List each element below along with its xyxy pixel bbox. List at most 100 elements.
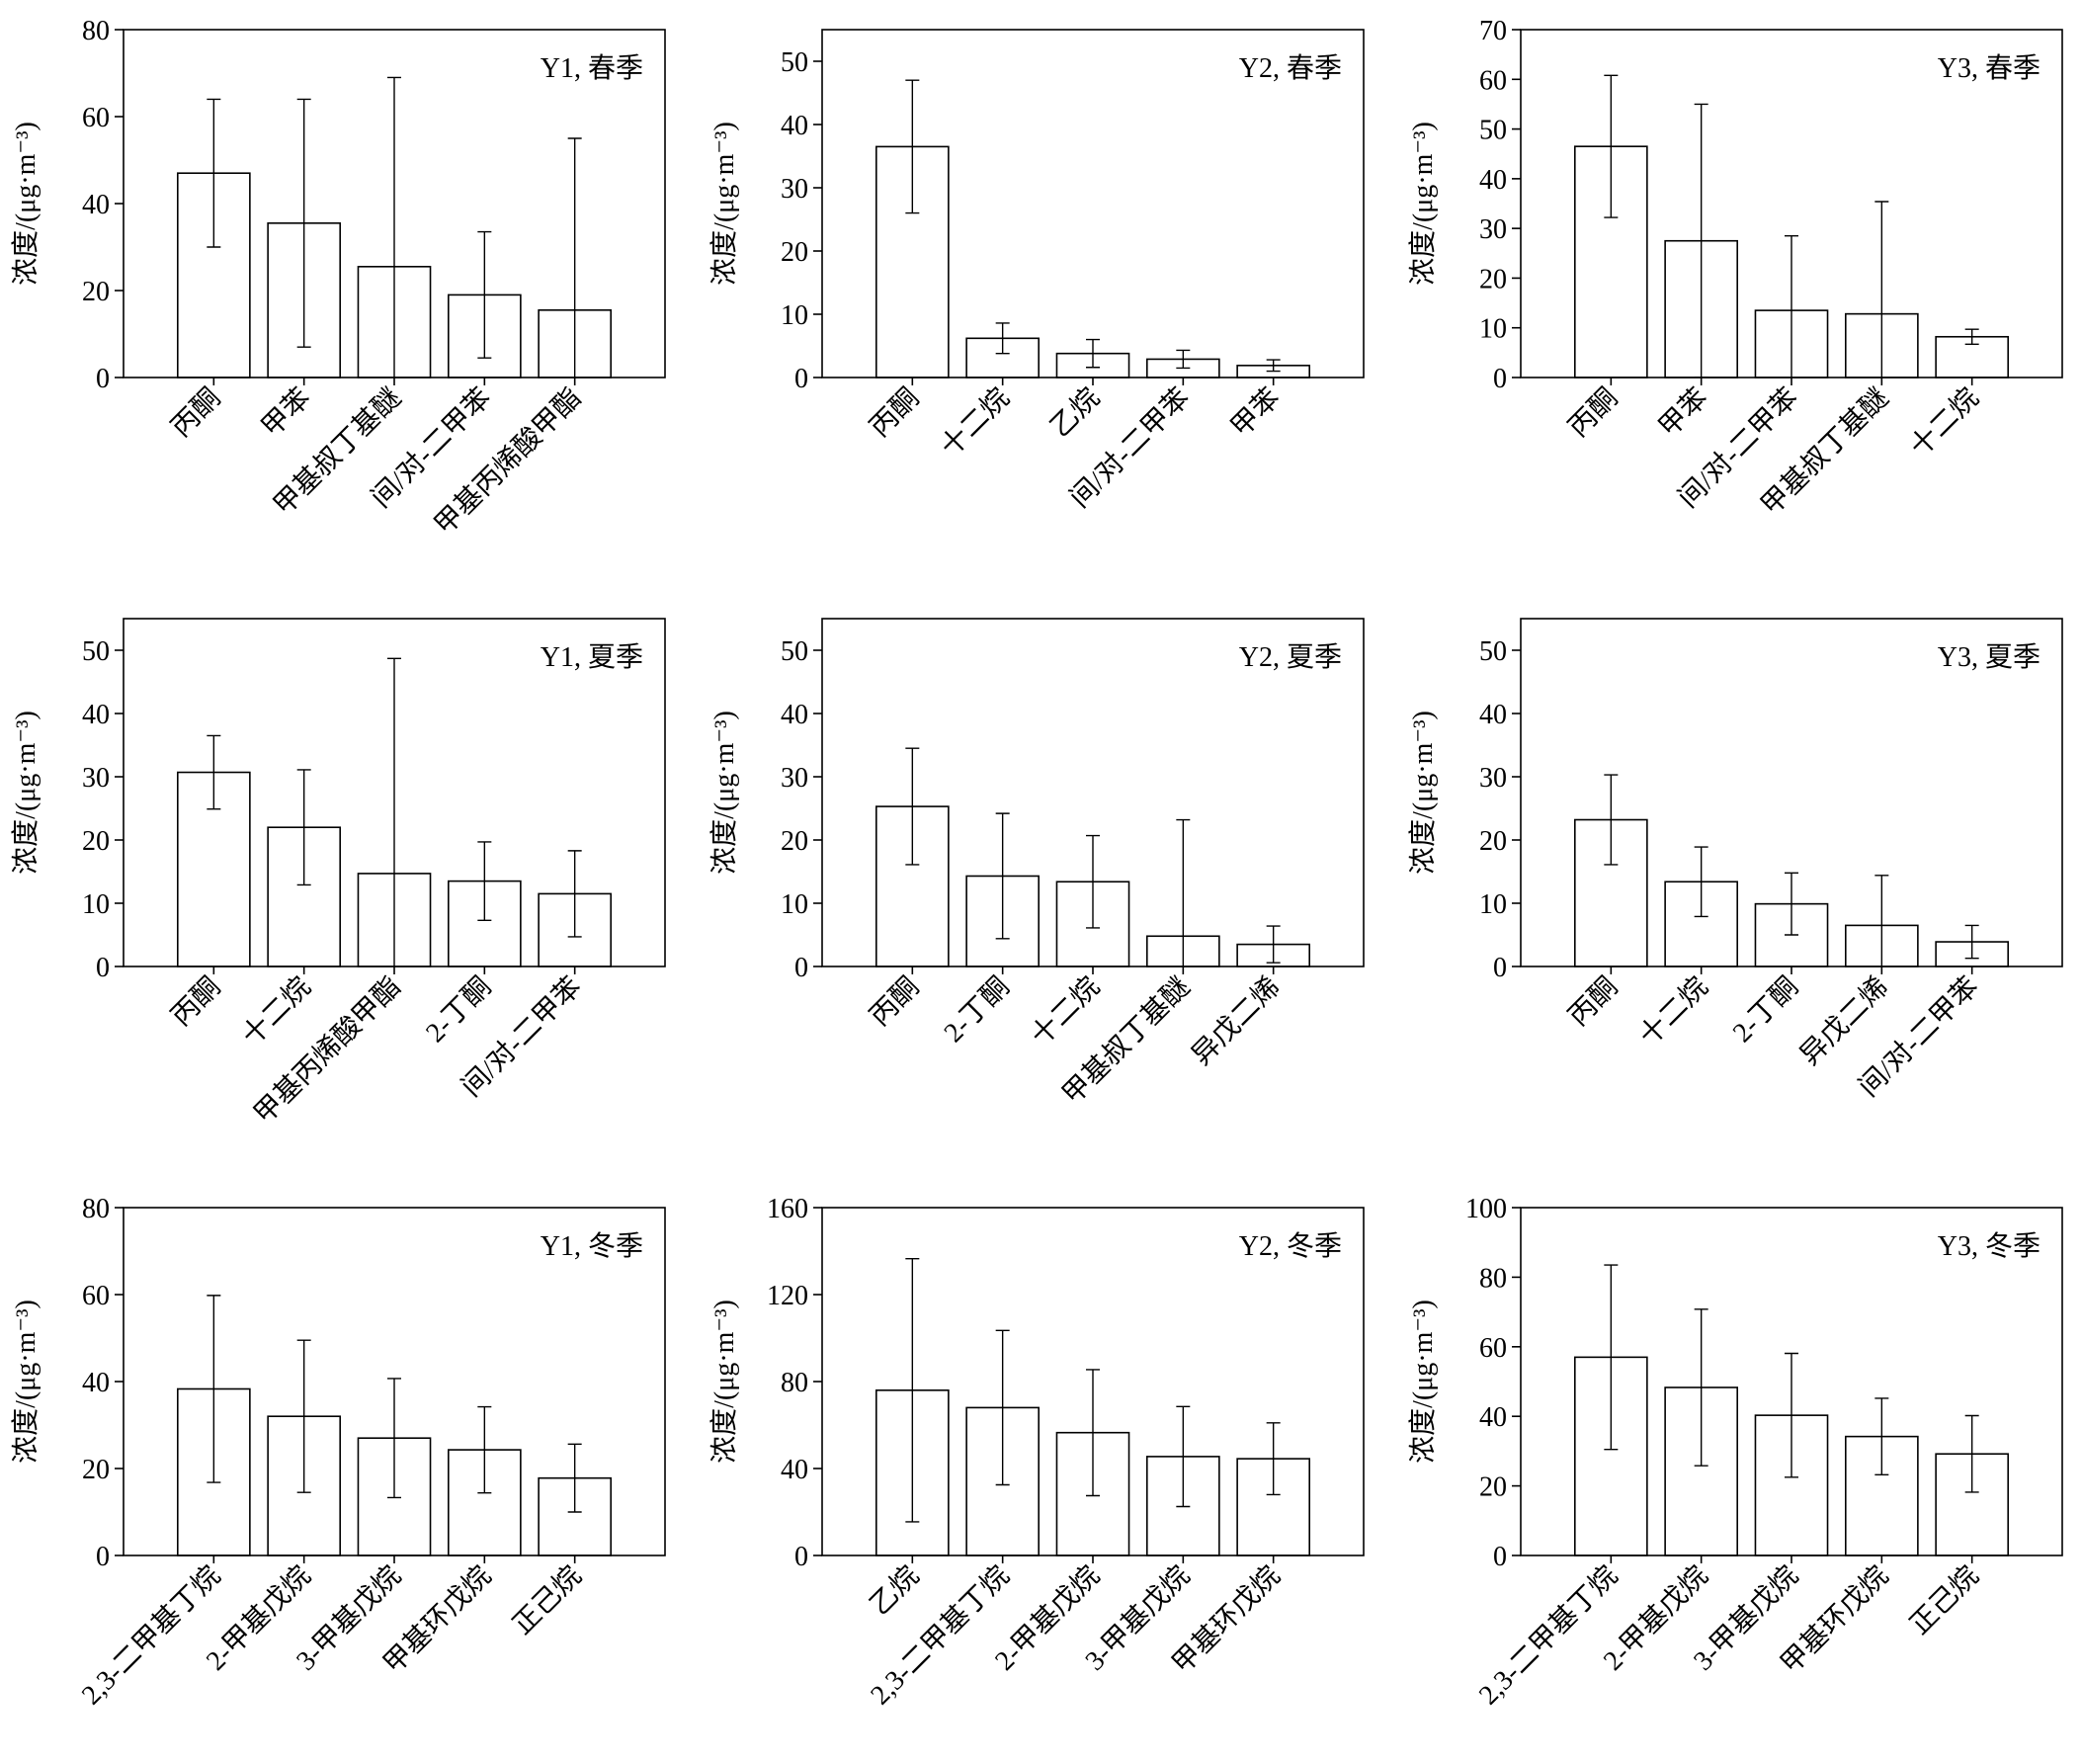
error-bar bbox=[1604, 1264, 1619, 1451]
error-bar bbox=[387, 76, 401, 378]
y-tick-label: 20 bbox=[1479, 1472, 1507, 1503]
y-tick-label: 40 bbox=[82, 190, 110, 220]
y-tick-label: 40 bbox=[1479, 700, 1507, 730]
annotation: Y3, 夏季 bbox=[1938, 641, 2040, 673]
y-axis-label: 浓度/(μg·m⁻³) bbox=[708, 1300, 740, 1464]
y-tick-label: 40 bbox=[82, 1368, 110, 1398]
x-tick-label: 丙酮 bbox=[1563, 971, 1624, 1033]
plot-frame bbox=[821, 618, 1365, 967]
y-tick-label: 20 bbox=[1479, 826, 1507, 857]
error-bar bbox=[1266, 925, 1281, 964]
error-bar bbox=[477, 841, 492, 921]
error-bar bbox=[1785, 872, 1798, 936]
x-tick-label: 丙酮 bbox=[865, 971, 926, 1033]
y-axis-label: 浓度/(μg·m⁻³) bbox=[10, 1300, 42, 1464]
error-bar bbox=[207, 734, 221, 810]
y-tick-label: 60 bbox=[1479, 1333, 1507, 1364]
y-axis-label: 浓度/(μg·m⁻³) bbox=[1407, 122, 1439, 286]
y-tick-label: 80 bbox=[82, 1194, 110, 1224]
plot-frame bbox=[123, 29, 666, 378]
chart-panel: 04080120160乙烷2,3-二甲基丁烷2-甲基戊烷3-甲基戊烷甲基环戊烷Y… bbox=[708, 1194, 1365, 1711]
error-bar bbox=[995, 812, 1010, 940]
x-tick-label: 正己烷 bbox=[507, 1559, 588, 1640]
y-tick-label: 0 bbox=[1493, 364, 1507, 394]
y-tick-label: 0 bbox=[96, 953, 110, 983]
error-bar bbox=[1785, 234, 1798, 378]
y-axis-label: 浓度/(μg·m⁻³) bbox=[1407, 1300, 1439, 1464]
y-axis-label: 浓度/(μg·m⁻³) bbox=[708, 122, 740, 286]
error-bar bbox=[1176, 1405, 1191, 1508]
error-bar bbox=[1874, 875, 1889, 966]
y-tick-label: 20 bbox=[82, 826, 110, 857]
y-tick-label: 30 bbox=[82, 763, 110, 794]
x-tick-label: 甲苯 bbox=[1652, 381, 1713, 443]
error-bar bbox=[905, 1258, 920, 1523]
error-bar bbox=[1874, 1397, 1889, 1476]
x-tick-label: 丙酮 bbox=[166, 382, 227, 444]
y-tick-label: 10 bbox=[1479, 889, 1507, 920]
x-tick-label: 乙烷 bbox=[1044, 381, 1106, 443]
x-tick-label: 甲苯 bbox=[1224, 381, 1286, 443]
error-bar bbox=[1086, 834, 1100, 929]
error-bar bbox=[1964, 924, 1979, 960]
x-tick-label: 2-丁酮 bbox=[939, 971, 1016, 1049]
y-tick-label: 20 bbox=[82, 1455, 110, 1485]
error-bar bbox=[905, 747, 920, 866]
error-bar bbox=[905, 79, 920, 214]
y-tick-label: 40 bbox=[781, 1455, 808, 1485]
y-tick-label: 20 bbox=[82, 277, 110, 307]
plot-frame bbox=[123, 618, 666, 967]
error-bar bbox=[387, 657, 401, 966]
y-tick-label: 80 bbox=[1479, 1263, 1507, 1294]
y-tick-label: 0 bbox=[794, 1542, 808, 1572]
x-tick-label: 十二烷 bbox=[1633, 970, 1714, 1051]
error-bar bbox=[1176, 818, 1191, 966]
y-tick-label: 10 bbox=[82, 889, 110, 920]
x-tick-label: 丙酮 bbox=[865, 382, 926, 444]
error-bar bbox=[207, 98, 221, 248]
plot-frame bbox=[821, 1207, 1365, 1556]
error-bar bbox=[1964, 1414, 1979, 1493]
error-bar bbox=[1964, 328, 1979, 346]
y-tick-label: 40 bbox=[781, 700, 808, 730]
y-axis-label: 浓度/(μg·m⁻³) bbox=[10, 711, 42, 875]
y-tick-label: 10 bbox=[781, 300, 808, 331]
error-bar bbox=[995, 322, 1010, 355]
x-tick-label: 十二烷 bbox=[236, 970, 317, 1051]
annotation: Y3, 冬季 bbox=[1938, 1230, 2040, 1262]
error-bar bbox=[995, 1329, 1010, 1486]
error-bar bbox=[1176, 349, 1191, 370]
y-tick-label: 0 bbox=[96, 1542, 110, 1572]
error-bar bbox=[1086, 1369, 1100, 1497]
y-tick-label: 40 bbox=[82, 700, 110, 730]
x-tick-label: 丙酮 bbox=[166, 971, 227, 1033]
annotation: Y2, 夏季 bbox=[1239, 641, 1342, 673]
error-bar bbox=[1266, 359, 1281, 373]
annotation: Y3, 春季 bbox=[1938, 52, 2040, 84]
x-tick-label: 异戊二烯 bbox=[1186, 970, 1287, 1071]
error-bar bbox=[1694, 846, 1708, 918]
y-tick-label: 80 bbox=[82, 16, 110, 46]
error-bar bbox=[567, 137, 582, 378]
plot-frame bbox=[123, 1207, 666, 1556]
error-bar bbox=[567, 850, 582, 938]
annotation: Y1, 春季 bbox=[541, 52, 643, 84]
y-axis-label: 浓度/(μg·m⁻³) bbox=[10, 122, 42, 286]
y-tick-label: 30 bbox=[1479, 214, 1507, 245]
x-tick-label: 2,3-二甲基丁烷 bbox=[75, 1559, 226, 1711]
y-tick-label: 50 bbox=[781, 636, 808, 667]
y-tick-label: 40 bbox=[1479, 1402, 1507, 1433]
y-tick-label: 10 bbox=[781, 889, 808, 920]
error-bar bbox=[1694, 103, 1708, 378]
y-tick-label: 60 bbox=[82, 1281, 110, 1311]
x-tick-label: 2-丁酮 bbox=[1727, 971, 1804, 1049]
y-tick-label: 120 bbox=[767, 1281, 808, 1311]
y-tick-label: 0 bbox=[794, 364, 808, 394]
y-tick-label: 10 bbox=[1479, 314, 1507, 345]
